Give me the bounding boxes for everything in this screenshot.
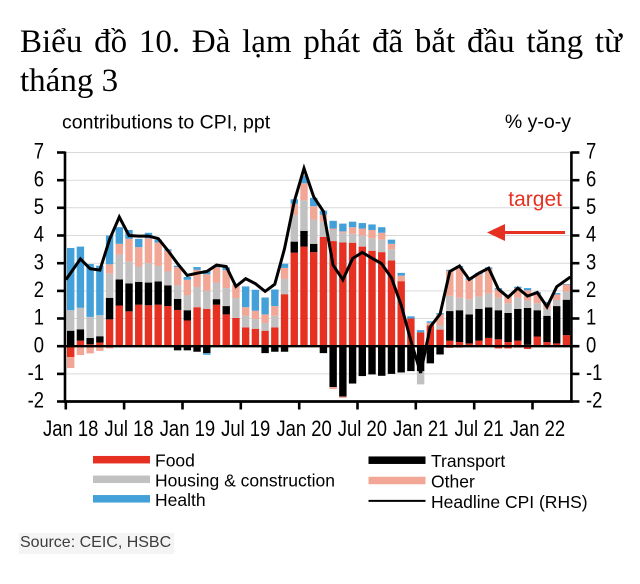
- svg-text:Jul 18: Jul 18: [104, 416, 153, 441]
- svg-text:Jan 19: Jan 19: [160, 416, 215, 441]
- svg-text:6: 6: [586, 167, 596, 192]
- svg-text:Jan 21: Jan 21: [393, 416, 448, 441]
- svg-text:target: target: [508, 188, 562, 211]
- svg-text:-2: -2: [586, 388, 602, 413]
- svg-text:2: 2: [586, 277, 596, 302]
- svg-text:Health: Health: [155, 490, 206, 510]
- svg-text:7: 7: [586, 139, 596, 164]
- svg-text:contributions to CPI, ppt: contributions to CPI, ppt: [62, 112, 271, 134]
- svg-text:2: 2: [34, 277, 44, 302]
- svg-text:7: 7: [34, 139, 44, 164]
- svg-text:1: 1: [34, 305, 44, 330]
- svg-text:5: 5: [34, 194, 44, 219]
- svg-text:Transport: Transport: [431, 451, 505, 471]
- svg-text:6: 6: [34, 167, 44, 192]
- svg-text:4: 4: [34, 222, 44, 247]
- svg-text:Jul 20: Jul 20: [338, 416, 387, 441]
- svg-text:4: 4: [586, 222, 596, 247]
- svg-text:0: 0: [586, 333, 596, 358]
- svg-text:0: 0: [34, 333, 44, 358]
- svg-text:Housing & construction: Housing & construction: [155, 470, 335, 490]
- svg-text:Jan 22: Jan 22: [510, 416, 565, 441]
- svg-text:Jul 21: Jul 21: [454, 416, 503, 441]
- svg-text:-1: -1: [28, 360, 44, 385]
- svg-text:Other: Other: [431, 472, 475, 492]
- svg-text:3: 3: [586, 250, 596, 275]
- svg-text:3: 3: [34, 250, 44, 275]
- svg-text:-1: -1: [586, 360, 602, 385]
- svg-text:Headline CPI (RHS): Headline CPI (RHS): [431, 492, 588, 512]
- svg-text:% y-o-y: % y-o-y: [505, 111, 571, 133]
- svg-text:Food: Food: [155, 451, 195, 471]
- svg-text:1: 1: [586, 305, 596, 330]
- svg-text:Jan 18: Jan 18: [43, 416, 98, 441]
- svg-text:Jan 20: Jan 20: [276, 416, 331, 441]
- svg-text:Jul 19: Jul 19: [221, 416, 270, 441]
- svg-text:-2: -2: [28, 388, 44, 413]
- svg-text:5: 5: [586, 194, 596, 219]
